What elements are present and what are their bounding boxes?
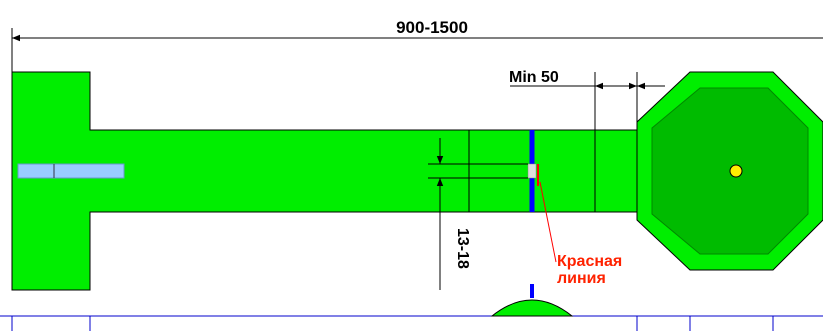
annotation-line1: Красная [557,253,622,270]
bottom-green-mound [490,299,574,317]
total-length-label: 900-1500 [396,18,468,37]
annotation-leader [539,181,557,263]
min-gap-label: Min 50 [509,69,559,86]
field-green-shape [11,71,638,291]
left-slot [17,163,125,179]
annotation-line2: линия [557,270,606,287]
yellow-ball [729,164,743,178]
center-slot [527,163,537,179]
slot-width-label: 13-18 [454,228,471,269]
